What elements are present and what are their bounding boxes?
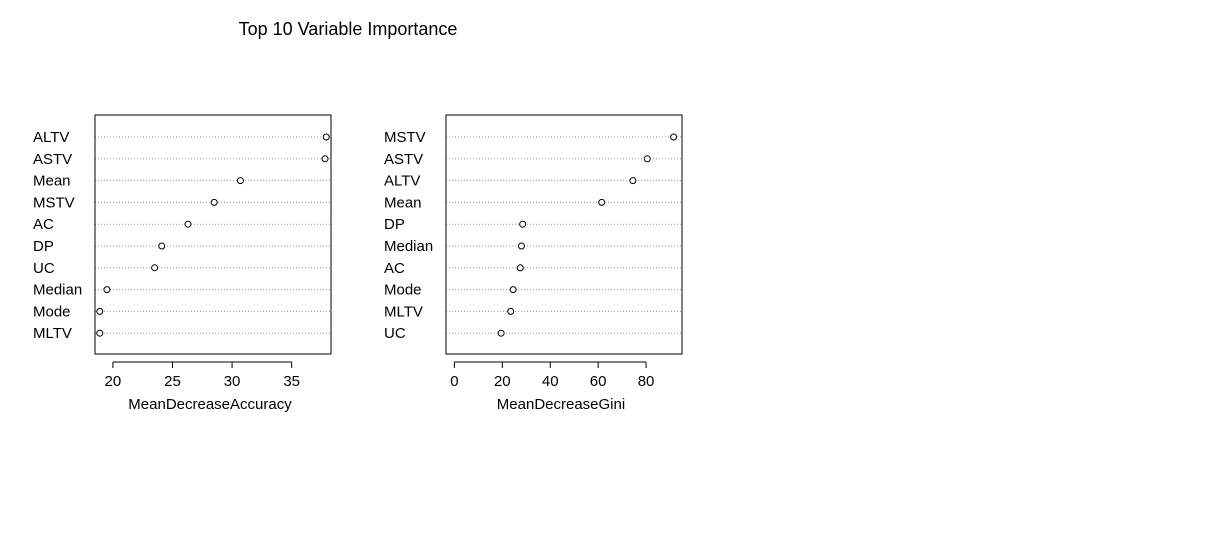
data-point	[96, 307, 104, 315]
gini-panel: MSTV ASTV ALTV Mean DP Median AC Mode MLTV UC 0 20 4…	[384, 114, 683, 413]
data-point	[236, 177, 244, 185]
category-label: DP	[33, 238, 54, 255]
category-label: Mean	[384, 194, 422, 211]
category-label: AC	[384, 260, 405, 277]
data-point	[509, 286, 517, 294]
category-label: Mode	[384, 282, 422, 299]
category-label: Median	[33, 282, 82, 299]
category-label: DP	[384, 216, 405, 233]
data-point	[497, 329, 505, 337]
data-point	[517, 242, 525, 250]
data-point	[151, 264, 159, 272]
category-label: MLTV	[384, 303, 423, 320]
x-tick-label: 80	[638, 373, 655, 390]
plot-frame	[445, 114, 683, 355]
category-label: ASTV	[384, 151, 423, 168]
data-point	[507, 307, 515, 315]
x-axis-title: MeanDecreaseAccuracy	[128, 396, 292, 413]
x-tick-label: 0	[450, 373, 458, 390]
plot-frame	[94, 114, 332, 355]
category-label: MSTV	[384, 129, 426, 146]
category-label: UC	[33, 260, 55, 277]
x-tick-label: 35	[283, 373, 300, 390]
x-axis-title: MeanDecreaseGini	[497, 396, 625, 413]
category-label: ALTV	[384, 173, 420, 190]
data-point	[629, 177, 637, 185]
category-label: MSTV	[33, 194, 75, 211]
x-tick-label: 20	[105, 373, 122, 390]
data-point	[184, 220, 192, 228]
data-point	[598, 198, 606, 206]
data-point	[322, 133, 330, 141]
data-point	[670, 133, 678, 141]
data-point	[96, 329, 104, 337]
data-point	[516, 264, 524, 272]
x-tick-label: 40	[542, 373, 559, 390]
x-tick-label: 25	[164, 373, 181, 390]
category-label: Mode	[33, 303, 71, 320]
data-point	[210, 198, 218, 206]
category-label: AC	[33, 216, 54, 233]
x-tick-label: 60	[590, 373, 607, 390]
data-point	[158, 242, 166, 250]
category-label: ALTV	[33, 129, 69, 146]
category-label: ASTV	[33, 151, 72, 168]
x-tick-label: 30	[224, 373, 241, 390]
data-point	[103, 286, 111, 294]
data-point	[519, 220, 527, 228]
category-label: Mean	[33, 173, 71, 190]
category-label: MLTV	[33, 325, 72, 342]
category-label: UC	[384, 325, 406, 342]
data-point	[643, 155, 651, 163]
data-point	[321, 155, 329, 163]
x-tick-label: 20	[494, 373, 511, 390]
category-label: Median	[384, 238, 433, 255]
accuracy-panel: ALTV ASTV Mean MSTV AC DP UC Median Mode MLTV 20 25…	[33, 114, 332, 413]
chart-title: Top 10 Variable Importance	[239, 19, 458, 39]
